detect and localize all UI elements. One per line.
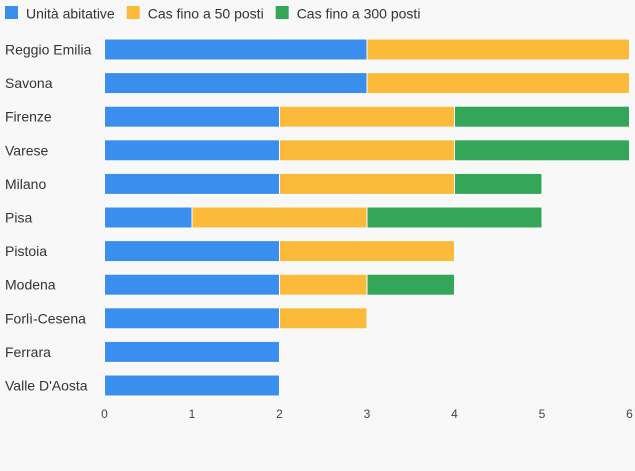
bars <box>104 38 630 397</box>
category-label-ferrara: Ferrara <box>5 344 51 360</box>
bar-firenze-unita-abitative <box>104 105 280 128</box>
bar-valle-d-aosta-unita-abitative <box>104 374 280 397</box>
legend-swatch-unita-abitative <box>5 6 18 19</box>
category-label-modena: Modena <box>5 277 56 293</box>
bar-ferrara-unita-abitative <box>104 340 280 363</box>
bar-pistoia-cas-fino-a-50-posti <box>279 240 455 263</box>
x-tick-label: 2 <box>276 407 283 421</box>
bar-modena-cas-fino-a-50-posti <box>279 273 368 296</box>
bar-reggio-emilia-unita-abitative <box>104 38 368 61</box>
bar-pistoia-unita-abitative <box>104 240 280 263</box>
category-label-reggio-emilia: Reggio Emilia <box>5 42 92 58</box>
bar-forli-cesena-cas-fino-a-50-posti <box>279 307 368 330</box>
x-axis-ticks: 0 1 2 3 4 5 6 <box>101 407 633 421</box>
bar-varese-cas-fino-a-300-posti <box>454 139 630 162</box>
legend-label-cas-fino-a-50-posti: Cas fino a 50 posti <box>148 6 264 22</box>
bar-pisa-cas-fino-a-300-posti <box>366 206 543 229</box>
category-labels: Reggio Emilia Savona Firenze Varese Milano Pi… <box>5 42 92 394</box>
legend-label-unita-abitative: Unità abitative <box>26 6 115 22</box>
x-tick-label: 6 <box>626 407 633 421</box>
bar-pisa-unita-abitative <box>104 206 193 229</box>
x-tick-label: 5 <box>539 407 546 421</box>
category-label-forli-cesena: Forlì-Cesena <box>5 310 86 326</box>
bar-milano-cas-fino-a-300-posti <box>454 172 543 195</box>
x-tick-label: 0 <box>101 407 108 421</box>
legend: Unità abitative Cas fino a 50 posti Cas fi… <box>5 6 420 22</box>
x-tick-label: 1 <box>189 407 196 421</box>
bar-firenze-cas-fino-a-50-posti <box>279 105 455 128</box>
category-label-savona: Savona <box>5 75 53 91</box>
legend-label-cas-fino-a-300-posti: Cas fino a 300 posti <box>297 6 421 22</box>
bar-modena-unita-abitative <box>104 273 280 296</box>
category-label-varese: Varese <box>5 142 49 158</box>
bar-varese-unita-abitative <box>104 139 280 162</box>
bar-savona-unita-abitative <box>104 72 368 95</box>
bar-savona-cas-fino-a-50-posti <box>366 72 630 95</box>
legend-swatch-cas-fino-a-300-posti <box>275 6 289 19</box>
category-label-pistoia: Pistoia <box>5 243 47 259</box>
bar-reggio-emilia-cas-fino-a-50-posti <box>366 38 630 61</box>
x-tick-label: 4 <box>451 407 458 421</box>
legend-swatch-cas-fino-a-50-posti <box>126 6 140 19</box>
bar-milano-unita-abitative <box>104 172 280 195</box>
category-label-milano: Milano <box>5 176 46 192</box>
bar-forli-cesena-unita-abitative <box>104 307 280 330</box>
category-label-valle-d-aosta: Valle D'Aosta <box>5 378 88 394</box>
bar-modena-cas-fino-a-300-posti <box>366 273 455 296</box>
bar-milano-cas-fino-a-50-posti <box>279 172 455 195</box>
bar-pisa-cas-fino-a-50-posti <box>191 206 368 229</box>
bar-varese-cas-fino-a-50-posti <box>279 139 455 162</box>
x-tick-label: 3 <box>364 407 371 421</box>
bar-firenze-cas-fino-a-300-posti <box>454 105 630 128</box>
category-label-pisa: Pisa <box>5 210 32 226</box>
category-label-firenze: Firenze <box>5 109 52 125</box>
